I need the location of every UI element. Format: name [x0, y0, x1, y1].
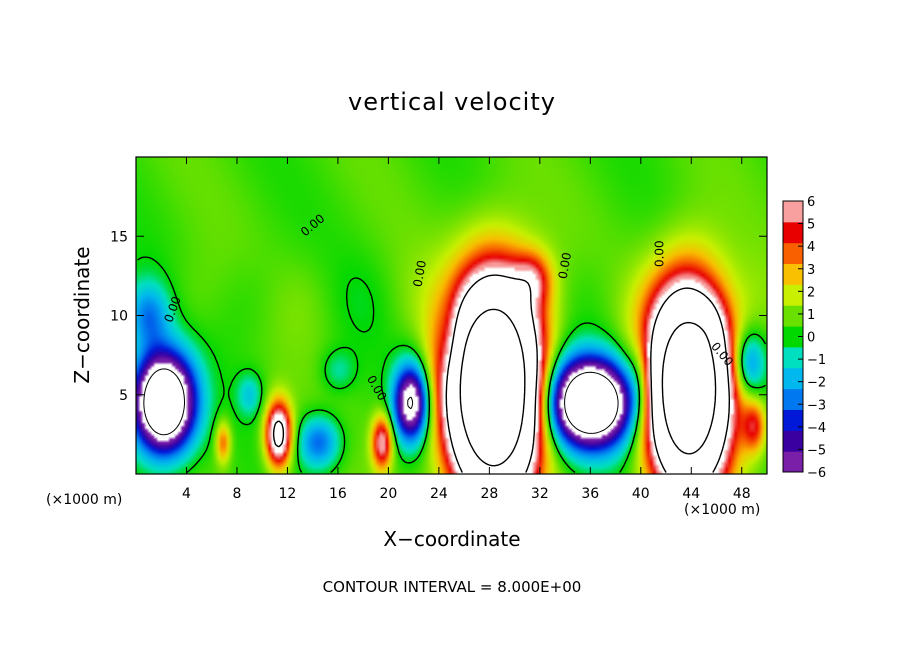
contour-label: 0.00: [556, 251, 574, 280]
contour-positive-8: [272, 274, 730, 473]
colorbar-tick-label: −2: [807, 376, 826, 391]
x-unit-label-left: (×1000 m): [46, 492, 123, 508]
x-tick-label: 32: [531, 486, 549, 502]
y-tick-label: 5: [119, 388, 128, 404]
x-tick-label: 12: [279, 486, 297, 502]
colorbar-tick-label: 4: [807, 240, 815, 255]
x-tick-label: 24: [430, 486, 448, 502]
colorbar-tick-label: −1: [807, 353, 826, 368]
colorbar-tick-label: −3: [807, 398, 826, 413]
colorbar-swatch: [783, 430, 803, 452]
x-unit-label-right: (×1000 m): [684, 502, 761, 518]
colorbar-swatch: [783, 284, 803, 306]
colorbar-swatch: [783, 201, 803, 223]
colorbar-swatch: [783, 221, 803, 244]
colorbar-swatch: [783, 305, 803, 327]
x-tick-label: 40: [632, 486, 650, 502]
colorbar-swatch: [783, 367, 803, 390]
contour-positive-16: [459, 308, 717, 467]
x-tick-label: 48: [733, 486, 751, 502]
contour-zero: [137, 256, 767, 474]
x-tick-label: 8: [232, 486, 241, 502]
contour-label: 0.00: [411, 259, 429, 288]
colorbar-tick-label: 5: [807, 218, 815, 233]
chart-title: vertical velocity: [348, 88, 556, 116]
colorbar-swatch: [783, 409, 803, 431]
x-axis-label: X−coordinate: [383, 527, 521, 551]
y-tick-label: 10: [110, 309, 128, 325]
colorbar-tick-label: 6: [807, 195, 815, 210]
colorbar-swatch: [783, 242, 803, 265]
y-axis-label: Z−coordinate: [70, 246, 94, 384]
colorbar-swatch: [783, 326, 803, 348]
colorbar-tick-label: 3: [807, 263, 815, 278]
y-tick-label: 15: [110, 229, 128, 245]
contour-interval-note: CONTOUR INTERVAL = 8.000E+00: [322, 578, 582, 596]
colorbar-swatch: [783, 346, 803, 369]
contour-lines: [137, 256, 767, 474]
colorbar-tick-label: −4: [807, 421, 826, 436]
colorbar-swatch: [783, 263, 803, 285]
velocity-color-field: [136, 157, 767, 474]
colorbar-swatch: [783, 388, 803, 410]
contour-label: 0.00: [653, 240, 667, 267]
y-axis-ticks: 5 10 15: [110, 229, 767, 404]
x-tick-label: 44: [682, 486, 700, 502]
colorbar-tick-label: 2: [807, 285, 815, 300]
x-tick-label: 4: [182, 486, 191, 502]
x-tick-label: 36: [581, 486, 599, 502]
colorbar-tick-label: −5: [807, 443, 826, 458]
x-tick-label: 28: [480, 486, 498, 502]
x-tick-label: 20: [379, 486, 397, 502]
x-axis-ticks: 4 8 12 16 20 24 28 32 36 40 44 48: [182, 157, 751, 502]
colorbar: 6 5 4 3 2 1 0 −1 −2 −3 −4 −5 −6: [782, 195, 826, 481]
colorbar-tick-label: −6: [807, 466, 826, 481]
colorbar-tick-label: 0: [807, 331, 815, 346]
colorbar-swatch: [783, 451, 803, 473]
contour-negative-8: [143, 368, 619, 436]
colorbar-tick-label: 1: [807, 308, 815, 323]
x-tick-label: 16: [329, 486, 347, 502]
